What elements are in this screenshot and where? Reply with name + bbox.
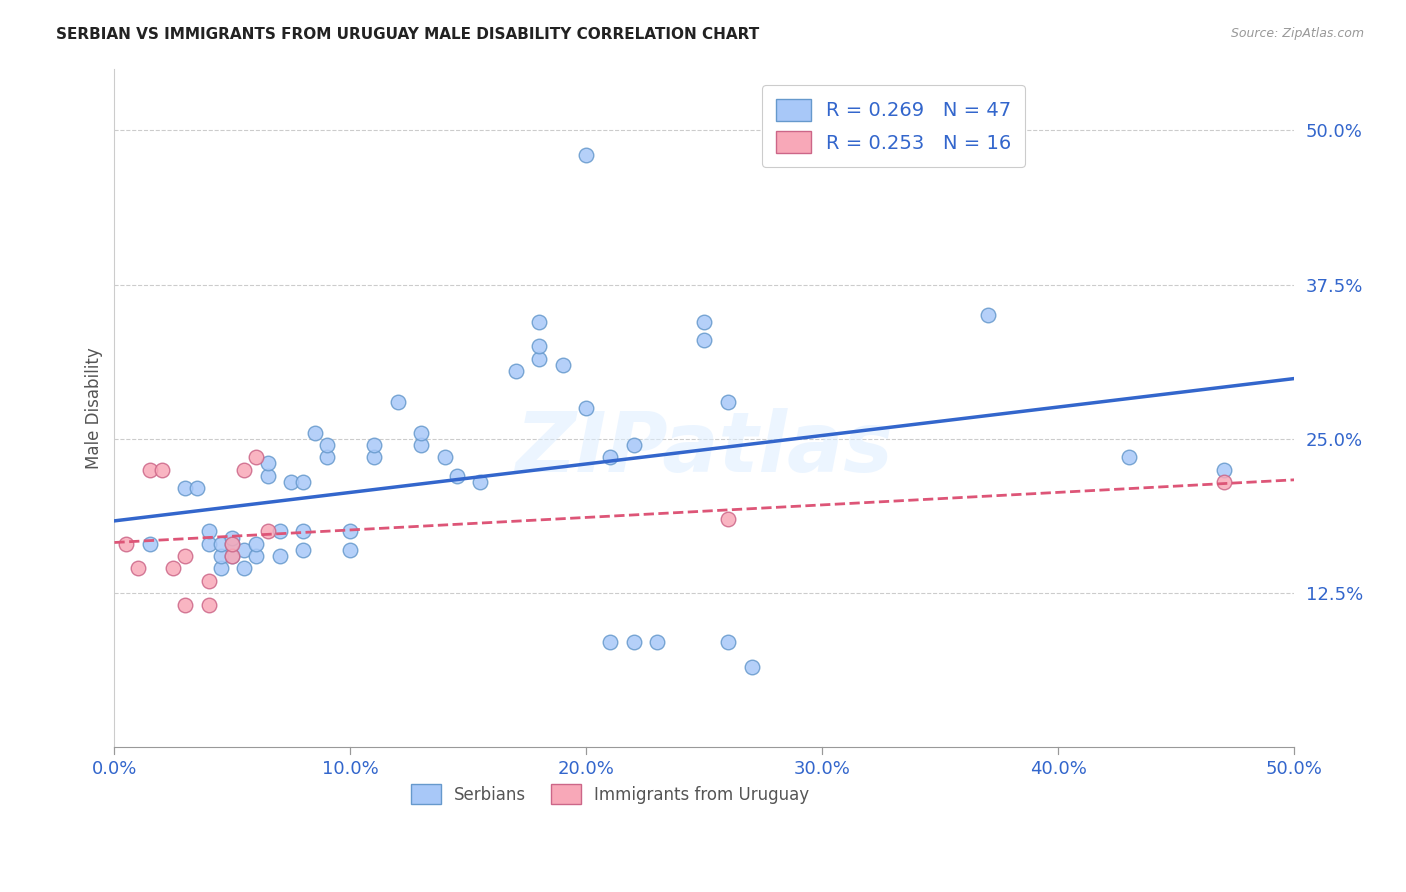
Point bbox=[209, 549, 232, 563]
Point bbox=[127, 561, 149, 575]
Point bbox=[599, 450, 621, 465]
Point bbox=[433, 450, 456, 465]
Point bbox=[162, 561, 184, 575]
Point bbox=[645, 635, 668, 649]
Point bbox=[623, 635, 645, 649]
Point bbox=[717, 394, 740, 409]
Point bbox=[256, 524, 278, 539]
Point bbox=[256, 468, 278, 483]
Point bbox=[411, 438, 433, 452]
Point bbox=[292, 524, 315, 539]
Point bbox=[245, 549, 267, 563]
Point bbox=[186, 481, 208, 495]
Point bbox=[304, 425, 326, 440]
Point bbox=[245, 537, 267, 551]
Point bbox=[139, 463, 162, 477]
Point bbox=[623, 438, 645, 452]
Point bbox=[174, 549, 197, 563]
Point bbox=[505, 364, 527, 378]
Text: ZIPatlas: ZIPatlas bbox=[516, 409, 893, 489]
Point bbox=[221, 537, 243, 551]
Point bbox=[233, 542, 256, 557]
Text: SERBIAN VS IMMIGRANTS FROM URUGUAY MALE DISABILITY CORRELATION CHART: SERBIAN VS IMMIGRANTS FROM URUGUAY MALE … bbox=[56, 27, 759, 42]
Point bbox=[693, 314, 716, 328]
Point bbox=[209, 537, 232, 551]
Point bbox=[198, 599, 221, 613]
Point bbox=[115, 537, 138, 551]
Point bbox=[387, 394, 409, 409]
Point bbox=[233, 561, 256, 575]
Point bbox=[139, 537, 162, 551]
Point bbox=[1212, 463, 1234, 477]
Point bbox=[976, 309, 998, 323]
Point bbox=[221, 549, 243, 563]
Point bbox=[174, 599, 197, 613]
Point bbox=[233, 463, 256, 477]
Point bbox=[269, 549, 291, 563]
Point bbox=[198, 574, 221, 588]
Y-axis label: Male Disability: Male Disability bbox=[86, 347, 103, 469]
Text: Source: ZipAtlas.com: Source: ZipAtlas.com bbox=[1230, 27, 1364, 40]
Point bbox=[315, 438, 337, 452]
Point bbox=[339, 524, 361, 539]
Point bbox=[529, 339, 551, 353]
Point bbox=[339, 542, 361, 557]
Point bbox=[256, 457, 278, 471]
Point bbox=[575, 148, 598, 162]
Point bbox=[363, 438, 385, 452]
Point bbox=[529, 351, 551, 366]
Legend: Serbians, Immigrants from Uruguay: Serbians, Immigrants from Uruguay bbox=[401, 774, 820, 814]
Point bbox=[551, 358, 574, 372]
Point bbox=[221, 549, 243, 563]
Point bbox=[292, 542, 315, 557]
Point bbox=[280, 475, 302, 489]
Point bbox=[292, 475, 315, 489]
Point bbox=[174, 481, 197, 495]
Point bbox=[221, 531, 243, 545]
Point bbox=[363, 450, 385, 465]
Point bbox=[245, 450, 267, 465]
Point bbox=[1118, 450, 1140, 465]
Point bbox=[446, 468, 468, 483]
Point bbox=[741, 660, 763, 674]
Point bbox=[198, 537, 221, 551]
Point bbox=[269, 524, 291, 539]
Point bbox=[575, 401, 598, 415]
Point bbox=[717, 635, 740, 649]
Point bbox=[411, 425, 433, 440]
Point bbox=[315, 450, 337, 465]
Point bbox=[209, 561, 232, 575]
Point bbox=[693, 333, 716, 347]
Point bbox=[198, 524, 221, 539]
Point bbox=[1212, 475, 1234, 489]
Point bbox=[221, 537, 243, 551]
Point bbox=[529, 314, 551, 328]
Point bbox=[470, 475, 492, 489]
Point bbox=[150, 463, 173, 477]
Point bbox=[599, 635, 621, 649]
Point bbox=[717, 512, 740, 526]
